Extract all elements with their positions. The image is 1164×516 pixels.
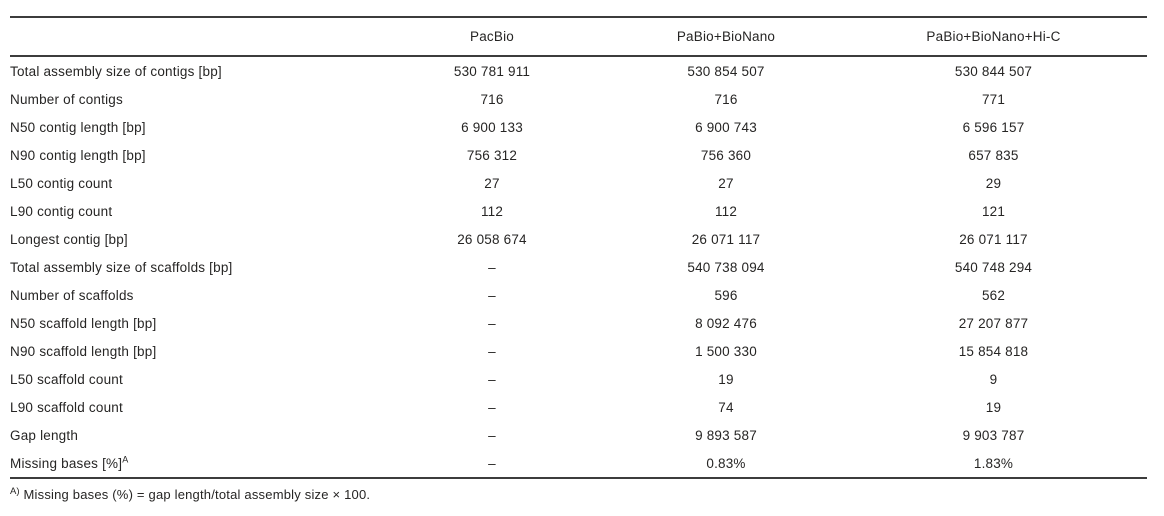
cell-value: 6 900 133 (461, 119, 523, 135)
row-label: L50 contig count (10, 175, 113, 191)
cell-value: 112 (714, 203, 738, 219)
table-row: Total assembly size of scaffolds [bp] – 54… (10, 253, 1147, 281)
header-row: PacBio PaBio+BioNano PaBio+BioNano+Hi-C (10, 17, 1147, 56)
table-row: Missing bases [%]A – 0.83% 1.83% (10, 449, 1147, 478)
row-label: Total assembly size of contigs [bp] (10, 63, 222, 79)
row-label-superscript: A (122, 454, 129, 464)
cell-value: – (488, 371, 496, 387)
cell-value: 27 (718, 175, 734, 191)
table-row: L90 contig count 112 112 121 (10, 197, 1147, 225)
table-row: Total assembly size of contigs [bp] 530 7… (10, 56, 1147, 85)
cell-value: 6 596 157 (962, 119, 1025, 135)
row-label: N50 scaffold length [bp] (10, 315, 157, 331)
cell-value: – (488, 343, 496, 359)
table-row: N90 scaffold length [bp] – 1 500 330 15 854… (10, 337, 1147, 365)
cell-value: – (488, 455, 496, 471)
row-label: N90 contig length [bp] (10, 147, 146, 163)
row-label: Number of contigs (10, 91, 123, 107)
table-row: L90 scaffold count – 74 19 (10, 393, 1147, 421)
cell-value: 74 (718, 399, 734, 415)
table-row: L50 contig count 27 27 29 (10, 169, 1147, 197)
cell-value: 9 903 787 (962, 427, 1025, 443)
cell-value: – (488, 287, 496, 303)
header-empty-cell (10, 17, 372, 56)
cell-value: 716 (714, 91, 738, 107)
cell-value: 530 781 911 (453, 63, 531, 79)
paper-table-figure: PacBio PaBio+BioNano PaBio+BioNano+Hi-C … (10, 16, 1164, 502)
table-row: N90 contig length [bp] 756 312 756 360 657 … (10, 141, 1147, 169)
row-label: L90 contig count (10, 203, 113, 219)
cell-value: 756 360 (700, 147, 752, 163)
cell-value: 29 (985, 175, 1002, 191)
row-label: Gap length (10, 427, 79, 443)
table-row: Number of contigs 716 716 771 (10, 85, 1147, 113)
cell-value: 530 854 507 (687, 63, 765, 79)
cell-value: – (488, 427, 496, 443)
table-row: Longest contig [bp] 26 058 674 26 071 117 2… (10, 225, 1147, 253)
row-label: Missing bases [%]A (10, 454, 129, 471)
cell-value: 121 (981, 203, 1006, 219)
cell-value: 9 893 587 (695, 427, 757, 443)
cell-value: 27 207 877 (958, 315, 1029, 331)
row-label: N90 scaffold length [bp] (10, 343, 157, 359)
assembly-statistics-table: PacBio PaBio+BioNano PaBio+BioNano+Hi-C … (10, 16, 1147, 479)
table-header: PacBio PaBio+BioNano PaBio+BioNano+Hi-C (10, 17, 1147, 56)
cell-value: 26 071 117 (691, 231, 761, 247)
row-label: Number of scaffolds (10, 287, 134, 303)
cell-value: 596 (714, 287, 738, 303)
cell-value: 27 (484, 175, 500, 191)
footnote-marker: A) (10, 485, 20, 497)
cell-value: 530 844 507 (954, 63, 1033, 79)
table-row: N50 contig length [bp] 6 900 133 6 900 743… (10, 113, 1147, 141)
cell-value: 19 (985, 399, 1002, 415)
cell-value: – (488, 399, 496, 415)
row-label: L90 scaffold count (10, 399, 123, 415)
row-label: L50 scaffold count (10, 371, 123, 387)
table-row: N50 scaffold length [bp] – 8 092 476 27 207… (10, 309, 1147, 337)
cell-value: 1.83% (973, 455, 1014, 471)
cell-value: 15 854 818 (958, 343, 1029, 359)
table-row: L50 scaffold count – 19 9 (10, 365, 1147, 393)
row-label: Longest contig [bp] (10, 231, 128, 247)
cell-value: 657 835 (968, 147, 1019, 163)
cell-value: 26 058 674 (457, 231, 527, 247)
row-label: Total assembly size of scaffolds [bp] (10, 259, 233, 275)
cell-value: 771 (981, 91, 1006, 107)
cell-value: 756 312 (466, 147, 518, 163)
table-row: Gap length – 9 893 587 9 903 787 (10, 421, 1147, 449)
cell-value: 26 071 117 (959, 231, 1028, 247)
footnote-text: Missing bases (%) = gap length/total ass… (23, 487, 371, 502)
cell-value: 6 900 743 (695, 119, 757, 135)
cell-value: 8 092 476 (695, 315, 757, 331)
footnote: A) Missing bases (%) = gap length/total a… (10, 485, 1164, 502)
cell-value: 562 (981, 287, 1006, 303)
table-body: Total assembly size of contigs [bp] 530 7… (10, 56, 1147, 478)
cell-value: 716 (480, 91, 504, 107)
cell-value: 19 (718, 371, 734, 387)
cell-value: 0.83% (706, 455, 746, 471)
cell-value: 112 (480, 203, 504, 219)
row-label: N50 contig length [bp] (10, 119, 146, 135)
cell-value: 540 748 294 (954, 259, 1033, 275)
header-pabio-bionano: PaBio+BioNano (676, 29, 776, 44)
table-row: Number of scaffolds – 596 562 (10, 281, 1147, 309)
cell-value: – (488, 259, 496, 275)
header-pabio-bionano-hic: PaBio+BioNano+Hi-C (926, 29, 1061, 44)
cell-value: – (488, 315, 496, 331)
cell-value: 540 738 094 (687, 259, 765, 275)
header-pacbio: PacBio (470, 29, 514, 44)
cell-value: 9 (989, 371, 998, 387)
cell-value: 1 500 330 (695, 343, 757, 359)
